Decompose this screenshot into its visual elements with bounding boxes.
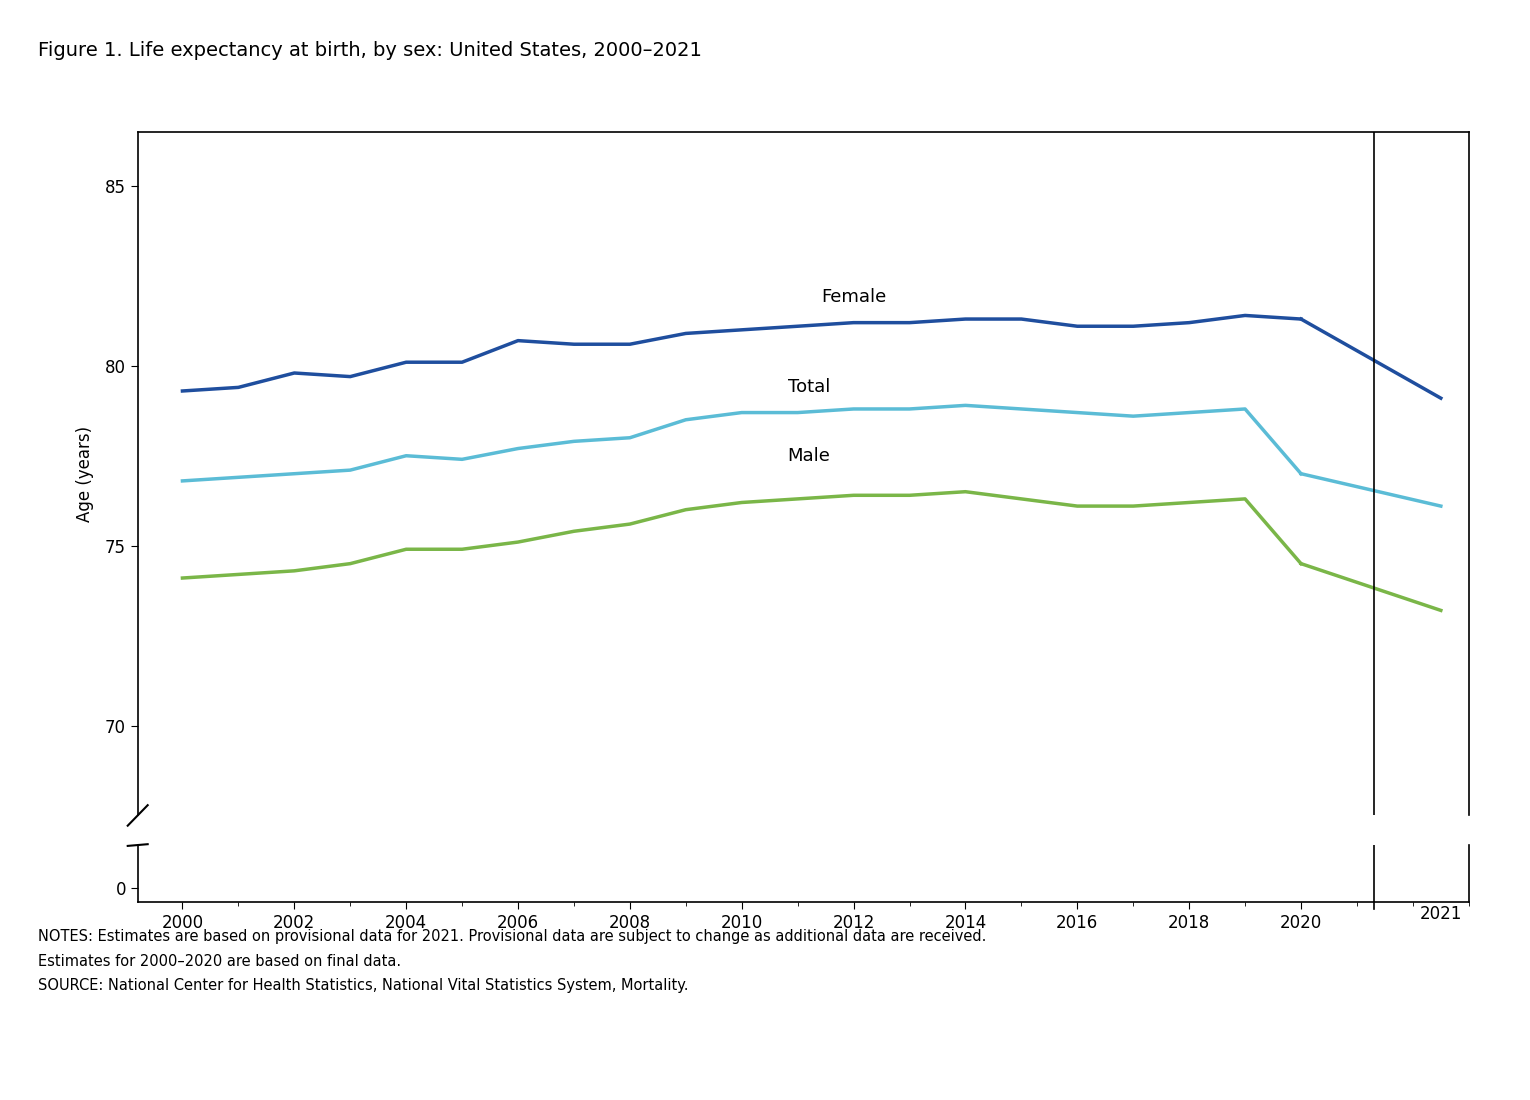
Text: SOURCE: National Center for Health Statistics, National Vital Statistics System,: SOURCE: National Center for Health Stati… xyxy=(38,978,688,993)
Text: Male: Male xyxy=(788,447,831,464)
Text: Female: Female xyxy=(822,288,886,307)
Text: Total: Total xyxy=(788,378,831,396)
Y-axis label: Age (years): Age (years) xyxy=(76,426,93,521)
Text: Estimates for 2000–2020 are based on final data.: Estimates for 2000–2020 are based on fin… xyxy=(38,954,401,969)
Text: NOTES: Estimates are based on provisional data for 2021. Provisional data are su: NOTES: Estimates are based on provisiona… xyxy=(38,930,987,945)
Text: Figure 1. Life expectancy at birth, by sex: United States, 2000–2021: Figure 1. Life expectancy at birth, by s… xyxy=(38,42,702,60)
Text: 2021: 2021 xyxy=(1420,905,1463,923)
